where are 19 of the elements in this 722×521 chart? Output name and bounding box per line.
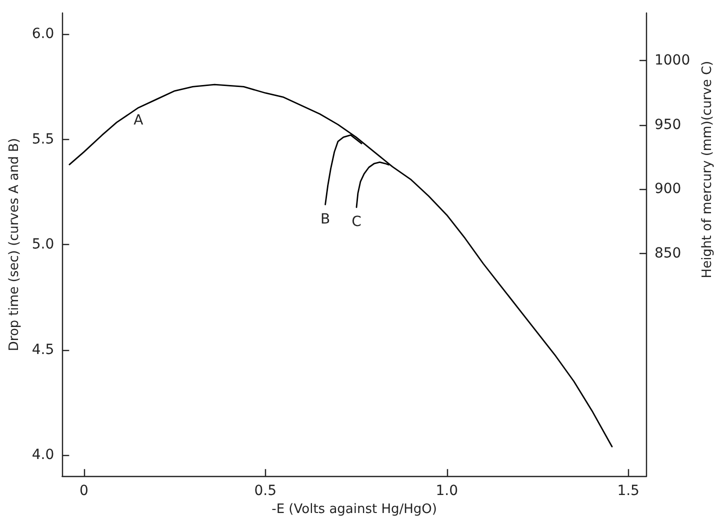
y-axis-title: Drop time (sec) (curves A and B) — [7, 138, 22, 352]
y-tick-label: 6.0 — [32, 26, 54, 42]
y2-axis-title: Height of mercury (mm)(curve C) — [700, 60, 715, 278]
y-tick-label: 4.0 — [32, 447, 54, 464]
y2-tick-label: 900 — [654, 181, 682, 198]
y-tick-label: 4.5 — [32, 342, 54, 358]
x-tick-label: 1.0 — [436, 483, 458, 500]
series-label: C — [352, 214, 362, 230]
y2-tick-label: 1000 — [654, 52, 690, 69]
x-tick-label: 0 — [79, 483, 88, 500]
x-axis-title: -E (Volts against Hg/HgO) — [272, 502, 437, 517]
y-tick-label: 5.5 — [32, 131, 54, 148]
y2-tick-label: 850 — [654, 246, 682, 262]
series-label: B — [320, 212, 330, 228]
y2-tick-label: 950 — [654, 116, 682, 133]
series-label: A — [134, 112, 144, 129]
y-tick-label: 5.0 — [32, 236, 54, 253]
x-tick-label: 1.5 — [617, 483, 640, 500]
x-tick-label: 0.5 — [254, 483, 277, 500]
